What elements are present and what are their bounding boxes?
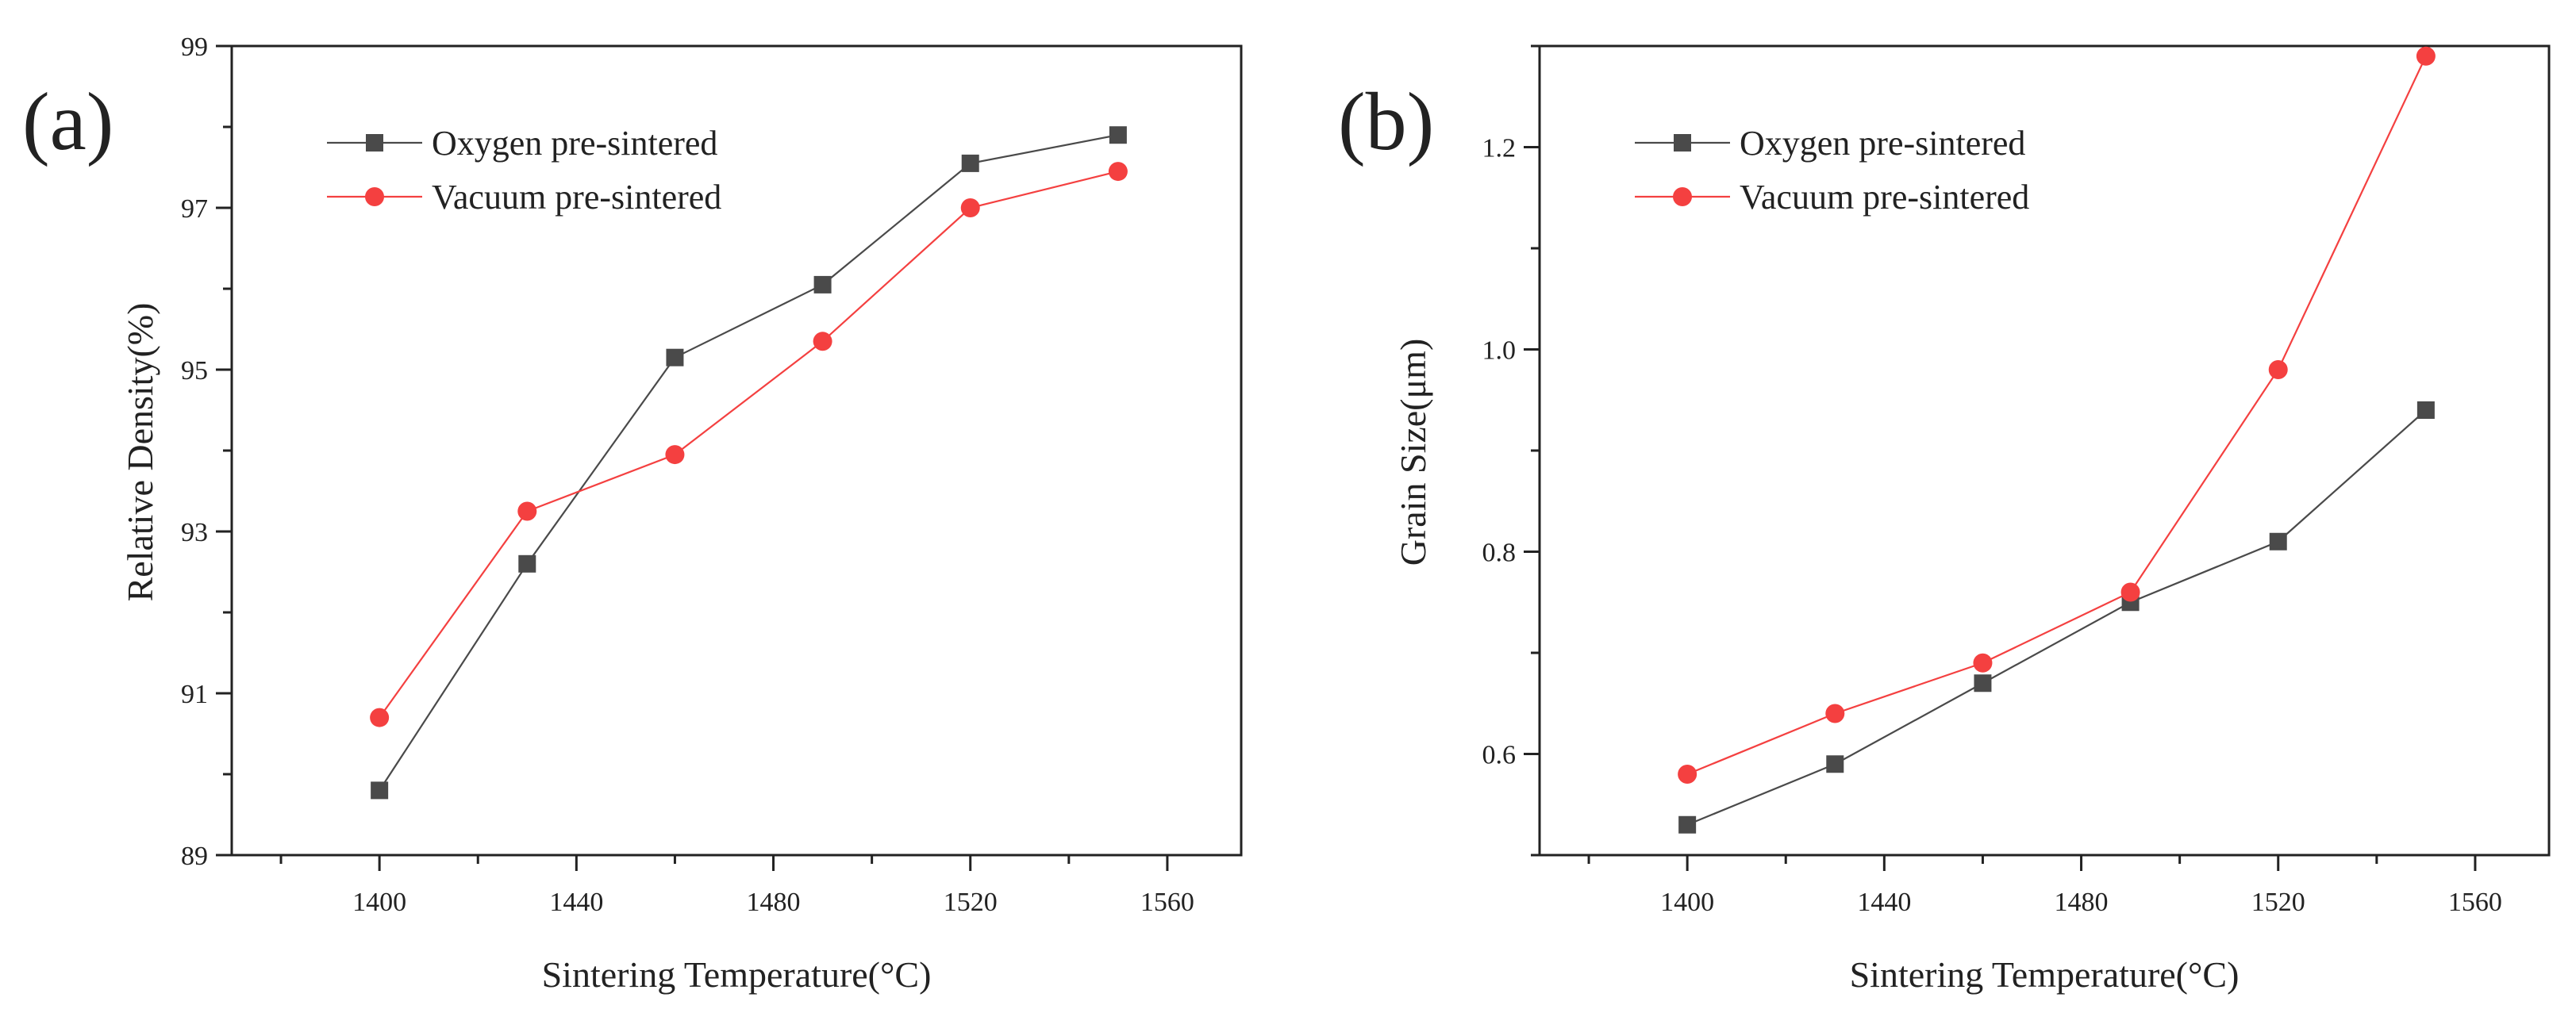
panel-a-series-0-point-1400 <box>371 781 389 800</box>
panel-b-legend-label-0: Oxygen pre-sintered <box>1740 124 2025 163</box>
panel-b-series-0-point-1430 <box>1826 755 1844 773</box>
panel-a-ylabel: Relative Density(%) <box>120 303 160 602</box>
panel-a-ytick-label-1: 91 <box>181 680 208 709</box>
panel-a-legend-label-0: Oxygen pre-sintered <box>432 124 717 163</box>
panel-b-xlabel: Sintering Temperature(°C) <box>1850 954 2240 995</box>
panel-b-xtick-label-1400: 1400 <box>1660 888 1714 917</box>
panel-a-xtick-label-1440: 1440 <box>549 888 603 917</box>
panel-a-series-1-point-1460 <box>665 445 685 465</box>
panel-a-series-0-point-1520 <box>961 154 979 172</box>
panel-b-xtick-label-1560: 1560 <box>2448 888 2502 917</box>
panel-b-series-1-point-1490 <box>2120 582 2140 602</box>
panel-a-series-0-point-1490 <box>813 275 832 293</box>
panel-a-series-1-point-1430 <box>517 501 537 521</box>
panel-a-series-1-point-1490 <box>813 332 832 351</box>
panel-b-series-1-point-1430 <box>1825 704 1845 723</box>
panel-a-legend-marker-1 <box>365 187 384 206</box>
panel-a-label: (a) <box>22 76 113 167</box>
panel-b-ytick-label-1: 0.8 <box>1482 539 1517 568</box>
panel-b-xtick-label-1440: 1440 <box>1857 888 1911 917</box>
panel-b-legend-marker-1 <box>1673 187 1692 206</box>
panel-a-ytick-label-3: 95 <box>181 356 208 386</box>
panel-a-xtick-label-1400: 1400 <box>352 888 406 917</box>
panel-b-legend-marker-0 <box>1674 134 1691 152</box>
panel-b-ytick-label-2: 1.0 <box>1482 336 1517 366</box>
panel-a-series-0-point-1460 <box>666 348 684 366</box>
panel-b-series-0-point-1460 <box>1974 674 1992 692</box>
panel-a-xtick-label-1560: 1560 <box>1140 888 1194 917</box>
panel-b-xtick-label-1520: 1520 <box>2251 888 2305 917</box>
panel-b-series-1-point-1460 <box>1973 653 1993 673</box>
panel-a-plot-frame <box>230 44 1243 857</box>
panel-b-ytick-label-3: 1.2 <box>1482 134 1517 163</box>
panel-a-ytick-label-2: 93 <box>181 518 208 547</box>
panel-a-series-0-line <box>379 134 1119 792</box>
panel-a-series-1-line <box>379 171 1119 719</box>
chart-panel-b: (b) Grain Size(μm) Sintering Temperature… <box>1338 44 2551 995</box>
panel-b-plot-frame <box>1538 44 2551 857</box>
panel-b-ytick-label-0: 0.6 <box>1482 741 1517 770</box>
panel-b-series-1-line <box>1686 56 2427 776</box>
panel-b-series-1-point-1550 <box>2416 46 2436 66</box>
panel-a-legend-label-1: Vacuum pre-sintered <box>432 178 721 217</box>
panel-b-series-0-point-1550 <box>2416 401 2435 419</box>
panel-a-legend-marker-0 <box>366 134 383 152</box>
panel-a-xtick-label-1520: 1520 <box>944 888 998 917</box>
panel-b-series-1-point-1400 <box>1678 765 1697 784</box>
panel-b-ylabel: Grain Size(μm) <box>1393 339 1433 566</box>
panel-a-ytick-label-5: 99 <box>181 33 208 62</box>
panel-a-series-1-point-1550 <box>1108 162 1128 182</box>
panel-b-series-0-point-1400 <box>1678 815 1697 834</box>
panel-a-series-1-point-1520 <box>960 198 980 217</box>
panel-a-xtick-label-1480: 1480 <box>747 888 801 917</box>
panel-a-series-0-point-1550 <box>1109 126 1127 144</box>
panel-a-series-1-point-1400 <box>370 708 390 727</box>
panel-b-label: (b) <box>1338 76 1434 167</box>
chart-panel-a: (a) Relative Density(%) Sintering Temper… <box>22 33 1243 995</box>
panel-b-xtick-label-1480: 1480 <box>2055 888 2109 917</box>
panel-a-ytick-label-0: 89 <box>181 842 208 871</box>
panel-b-series-0-line <box>1686 409 2427 826</box>
panel-b-series-0-point-1520 <box>2269 532 2287 551</box>
panel-a-ytick-label-4: 97 <box>181 194 208 224</box>
panel-a-series-0-point-1430 <box>518 554 536 573</box>
panel-b-legend-label-1: Vacuum pre-sintered <box>1740 178 2029 217</box>
panel-b-series-1-point-1520 <box>2268 360 2288 379</box>
panel-a-xlabel: Sintering Temperature(°C) <box>542 954 932 995</box>
